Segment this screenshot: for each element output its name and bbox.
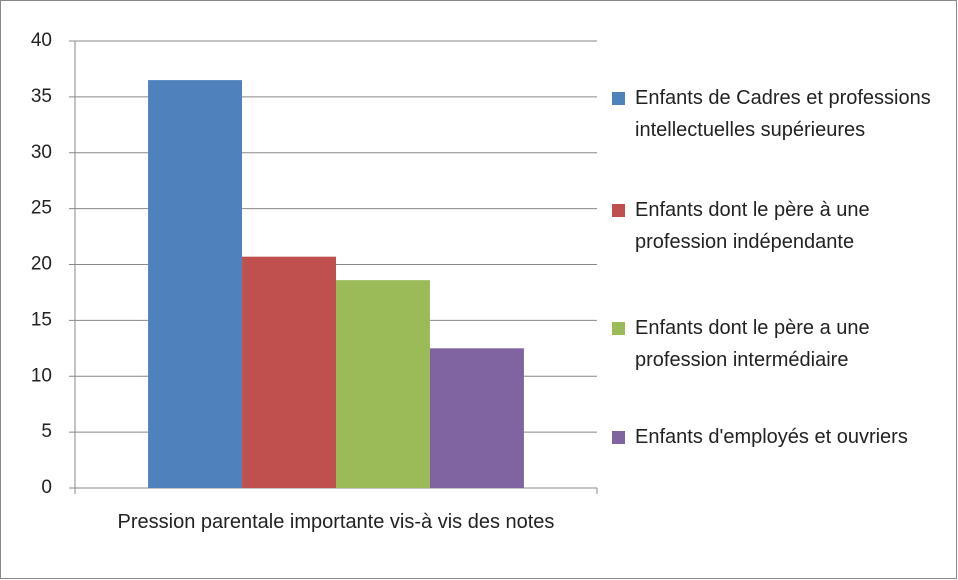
legend-label: Enfants d'employés et ouvriers — [635, 426, 908, 448]
x-tick-label: Pression parentale importante vis-à vis … — [117, 511, 555, 533]
y-tick-label: 40 — [31, 30, 52, 51]
x-tick-label-box: Pression parentale importante vis-à vis … — [117, 511, 555, 533]
legend-swatch — [612, 322, 625, 335]
legend-swatch — [612, 204, 625, 217]
y-tick-label: 10 — [31, 365, 52, 386]
y-tick-label: 20 — [31, 254, 52, 275]
y-tick-label: 35 — [31, 86, 52, 107]
legend-label-box: Enfants dont le père à une profession in… — [635, 199, 870, 253]
y-tick-label: 0 — [41, 477, 52, 498]
y-tick-label: 25 — [31, 198, 52, 219]
bar — [148, 80, 243, 489]
bar — [336, 280, 430, 488]
legend-swatch — [612, 431, 625, 444]
legend-label-box: Enfants d'employés et ouvriers — [635, 426, 908, 448]
legend-label: Enfants de Cadres et professions intelle… — [635, 87, 931, 141]
legend-label: Enfants dont le père a une profession in… — [635, 317, 870, 371]
legend-swatch — [612, 92, 625, 105]
legend-label: Enfants dont le père à une profession in… — [635, 199, 870, 253]
bar — [429, 348, 524, 488]
legend-label-box: Enfants dont le père a une profession in… — [635, 317, 870, 371]
bar — [242, 256, 336, 488]
y-tick-label: 30 — [31, 142, 52, 163]
y-tick-label: 15 — [31, 309, 52, 330]
y-tick-label: 5 — [41, 421, 52, 442]
legend-label-box: Enfants de Cadres et professions intelle… — [635, 87, 931, 141]
